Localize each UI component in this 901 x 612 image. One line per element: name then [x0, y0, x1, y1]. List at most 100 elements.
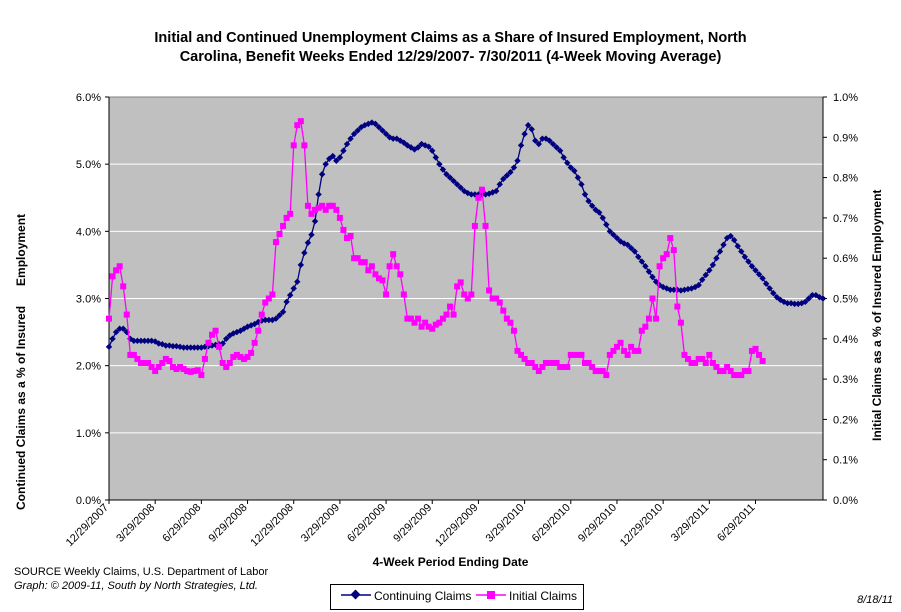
initial-claims-point: [383, 291, 390, 298]
initial-claims-point: [155, 364, 162, 371]
initial-claims-point: [379, 277, 386, 284]
x-tick-label: 6/29/2010: [530, 502, 573, 545]
continuing-claims-point: [805, 295, 812, 302]
initial-claims-point: [731, 372, 738, 379]
continuing-claims-point: [294, 278, 301, 285]
continuing-claims-point: [780, 298, 788, 306]
continuing-claims-point: [603, 221, 610, 228]
initial-claims-point: [120, 283, 127, 290]
continuing-claims-point: [414, 144, 422, 151]
x-tick-label: 6/29/2008: [160, 502, 203, 545]
x-tick-label: 12/29/2008: [248, 502, 295, 549]
continuing-claims-point: [652, 278, 660, 285]
initial-claims-point: [297, 118, 304, 125]
initial-claims-point: [240, 355, 247, 362]
initial-claims-point: [642, 323, 649, 330]
left-tick-label: 6.0%: [76, 92, 101, 104]
chart-title-line-2: Carolina, Benefit Weeks Ended 12/29/2007…: [179, 49, 722, 65]
continuing-claims-point: [425, 143, 432, 150]
initial-claims-point: [201, 355, 208, 362]
initial-claims-point: [397, 271, 404, 278]
x-tick-label: 6/29/2011: [715, 502, 758, 545]
continuing-claims-point: [606, 228, 614, 235]
initial-claims-point: [734, 372, 741, 379]
continuing-claims-point: [695, 281, 702, 289]
left-tick-label: 3.0%: [76, 294, 101, 306]
credit-note: Graph: © 2009-11, South by North Strateg…: [14, 580, 258, 592]
initial-claims-point: [354, 255, 361, 262]
continuing-claims-point: [318, 171, 326, 178]
continuing-claims-point: [187, 344, 194, 351]
continuing-claims-point: [670, 286, 678, 293]
continuing-claims-point: [546, 137, 553, 144]
left-axis-title: Continued Claims as a % of Insured Emplo…: [14, 213, 28, 510]
initial-claims-point: [670, 247, 677, 254]
initial-claims-point: [393, 263, 400, 270]
initial-claims-series: [106, 118, 766, 379]
continuing-claims-point: [492, 187, 500, 195]
initial-claims-point: [645, 315, 652, 322]
initial-claims-point: [727, 368, 734, 375]
initial-claims-point: [407, 315, 414, 322]
x-tick-label: 3/29/2011: [669, 502, 712, 545]
initial-claims-point: [287, 210, 294, 217]
continuing-claims-point: [418, 140, 425, 148]
continuing-claims-point: [745, 258, 752, 265]
continuing-claims-point: [613, 234, 621, 242]
right-tick-label: 0.6%: [833, 253, 858, 265]
initial-claims-point: [500, 307, 507, 314]
initial-claims-point: [503, 315, 510, 322]
initial-claims-point: [148, 364, 155, 371]
initial-claims-point: [226, 359, 233, 366]
initial-claims-point: [685, 355, 692, 362]
initial-claims-point: [152, 368, 159, 375]
initial-claims-point: [748, 347, 755, 354]
x-tick-label: 6/29/2009: [345, 502, 388, 545]
initial-claims-point: [187, 368, 194, 375]
initial-claims-point: [205, 339, 212, 346]
continuing-claims-point: [162, 342, 170, 349]
continuing-claims-point: [539, 135, 546, 142]
continuing-claims-point: [116, 325, 123, 332]
initial-claims-point: [660, 255, 667, 262]
initial-claims-point: [617, 339, 624, 346]
continuing-claims-point: [794, 300, 802, 308]
initial-claims-point: [344, 235, 350, 242]
initial-claims-point: [418, 323, 425, 330]
continuing-claims-point: [659, 283, 667, 291]
initial-claims-point: [116, 263, 123, 270]
continuing-claims-point: [627, 244, 635, 252]
continuing-claims-point: [450, 177, 457, 185]
left-tick-label: 0.0%: [76, 495, 101, 507]
continuing-claims-point: [649, 273, 656, 281]
initial-claims-point: [496, 299, 503, 306]
continuing-claims-point: [134, 337, 141, 345]
right-tick-label: 0.1%: [833, 455, 858, 467]
continuing-claims-point: [105, 343, 113, 351]
continuing-claims-point: [276, 312, 283, 319]
initial-claims-point: [308, 210, 315, 217]
initial-claims-point: [638, 327, 645, 334]
initial-claims-point: [280, 222, 287, 229]
initial-claims-point: [482, 222, 489, 229]
continuing-claims-point: [286, 291, 294, 299]
initial-claims-point: [400, 291, 407, 298]
continuing-claims-point: [183, 344, 191, 351]
initial-claims-point: [567, 351, 574, 358]
continuing-claims-point: [507, 169, 514, 176]
legend: Continuing Claims Initial Claims: [330, 584, 584, 610]
initial-claims-point: [177, 364, 184, 371]
initial-claims-point: [738, 372, 745, 379]
initial-claims-point: [106, 315, 112, 322]
initial-claims-point: [674, 303, 681, 310]
continuing-claims-point: [311, 218, 319, 225]
continuing-claims-point: [635, 253, 642, 261]
continuing-claims-point: [752, 267, 759, 274]
continuing-claims-point: [347, 135, 354, 142]
continuing-claims-point: [741, 253, 749, 261]
continuing-claims-point: [581, 191, 589, 198]
continuing-claims-point: [191, 344, 198, 351]
continuing-claims-point: [290, 285, 297, 292]
continuing-claims-point: [343, 140, 351, 148]
initial-claims-point: [109, 273, 116, 280]
